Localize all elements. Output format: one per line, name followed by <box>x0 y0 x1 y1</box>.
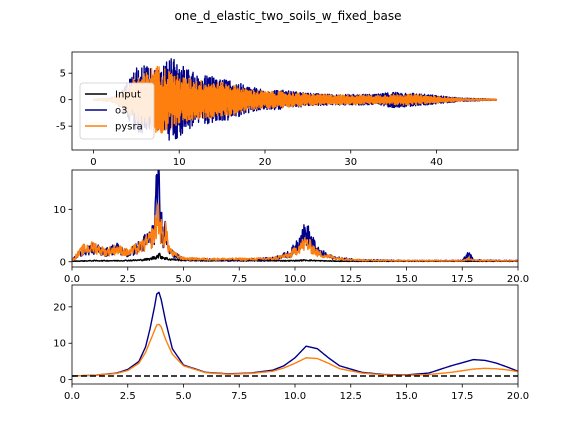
x-tick-label: 7.5 <box>231 391 247 402</box>
x-tick-label: 10.0 <box>284 274 306 285</box>
plot-area <box>92 58 498 141</box>
x-tick-label: 0.0 <box>64 391 80 402</box>
x-tick-label: 7.5 <box>231 274 247 285</box>
axes-frame <box>71 51 519 151</box>
y-tick-label: -5 <box>56 122 66 133</box>
series-line-pysra <box>72 202 518 262</box>
series-line-pysra <box>92 65 498 134</box>
legend-frame <box>79 82 155 140</box>
y-tick-label: 10 <box>53 205 66 216</box>
plot-area <box>72 291 518 377</box>
y-tick-label: 20 <box>53 302 66 313</box>
legend-label-pysra: pysra <box>115 122 143 133</box>
axes-frame <box>71 284 519 385</box>
x-tick-label: 17.5 <box>451 274 473 285</box>
legend: Input o3 pysra <box>79 82 155 140</box>
x-tick-label: 15.0 <box>395 391 417 402</box>
y-tick-label: 0 <box>60 257 66 268</box>
x-tick-label: 12.5 <box>340 274 362 285</box>
x-tick-label: 5.0 <box>176 391 192 402</box>
panel-fourier-amplitude: 0.0 2.5 5.0 7.5 10.0 12.5 15.0 17.5 20.0 10 0 <box>53 169 529 285</box>
y-tick-label: 5 <box>60 69 66 80</box>
x-tick-label: 5.0 <box>176 274 192 285</box>
x-tick-label: 0.0 <box>64 274 80 285</box>
x-tick-label: 2.5 <box>120 391 136 402</box>
x-tick-label: 20 <box>259 157 272 168</box>
x-tick-label: 30 <box>344 157 357 168</box>
x-tick-label: 2.5 <box>120 274 136 285</box>
y-tick-label: 0 <box>60 95 66 106</box>
y-tick-label: 10 <box>53 339 66 350</box>
x-tick-label: 12.5 <box>340 391 362 402</box>
x-tick-label: 20.0 <box>507 274 529 285</box>
x-tick-label: 20.0 <box>507 391 529 402</box>
x-tick-label: 0 <box>90 157 96 168</box>
plot-area <box>72 170 518 263</box>
series-line-pysra <box>72 323 518 377</box>
x-tick-label: 17.5 <box>451 391 473 402</box>
x-tick-label: 10.0 <box>284 391 306 402</box>
panel-transfer-function: 0.0 2.5 5.0 7.5 10.0 12.5 15.0 17.5 20.0 20 10 0 <box>53 284 529 402</box>
figure-title: one_d_elastic_two_soils_w_fixed_base <box>175 9 402 23</box>
y-tick-label: 0 <box>60 375 66 386</box>
legend-label-o3: o3 <box>115 106 127 117</box>
legend-label-input: Input <box>115 90 141 101</box>
x-tick-label: 15.0 <box>395 274 417 285</box>
x-tick-label: 40 <box>430 157 443 168</box>
x-tick-label: 10 <box>173 157 186 168</box>
series-line-o3 <box>72 291 518 377</box>
